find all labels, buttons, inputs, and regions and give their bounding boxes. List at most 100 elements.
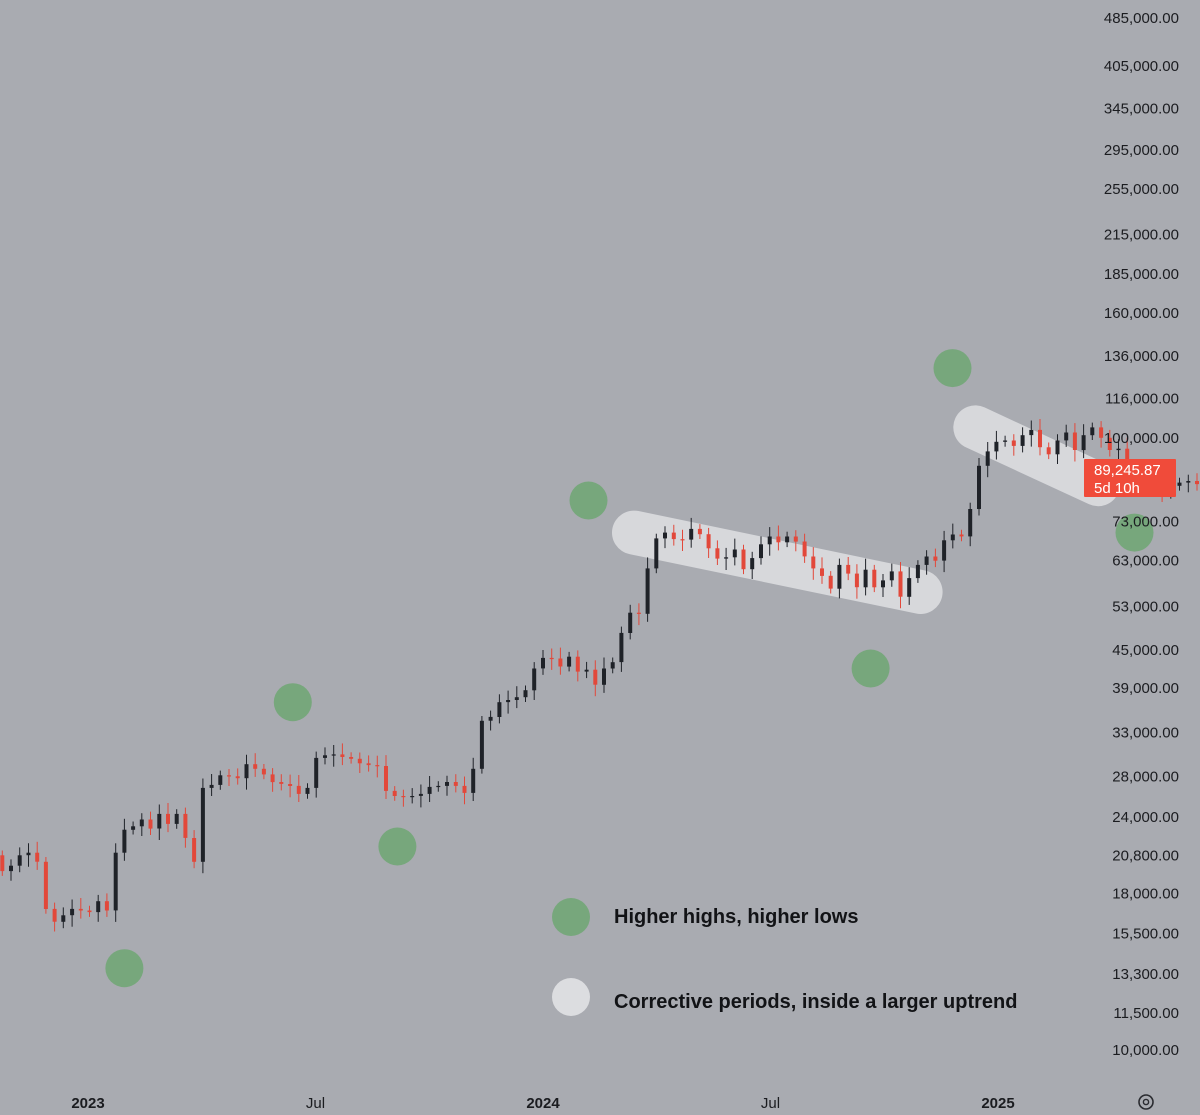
- candle: [1177, 477, 1182, 491]
- candle-body: [488, 716, 493, 721]
- candle: [139, 813, 144, 836]
- candle-body: [567, 656, 572, 667]
- candle: [715, 540, 720, 565]
- candle-body: [436, 785, 441, 788]
- candle-body: [445, 782, 449, 786]
- candle: [523, 685, 528, 702]
- candle-body: [61, 915, 66, 922]
- price-axis[interactable]: 485,000.00 405,000.00 345,000.00 295,000.00…: [1104, 10, 1179, 1059]
- candle: [0, 850, 5, 876]
- candle: [35, 841, 40, 870]
- y-tick-label: 136,000.00: [1104, 348, 1179, 365]
- last-price-countdown: 5d 10h: [1094, 480, 1140, 497]
- candle: [767, 527, 772, 556]
- candle-body: [1116, 448, 1121, 451]
- candle-body: [139, 819, 144, 827]
- candle-body: [349, 757, 354, 759]
- candle: [445, 775, 449, 796]
- candle-body: [323, 755, 327, 758]
- candle: [375, 755, 380, 778]
- candle: [87, 905, 92, 917]
- candle: [357, 752, 362, 773]
- candle-body: [610, 662, 615, 669]
- price-tag-box: [1084, 459, 1176, 497]
- candle-body: [776, 536, 781, 543]
- candle: [261, 764, 266, 780]
- candle-body: [70, 908, 75, 916]
- candle: [654, 533, 659, 574]
- candle-body: [35, 852, 40, 862]
- candle: [26, 843, 31, 867]
- x-tick-label: Jul: [761, 1095, 780, 1112]
- candle-body: [680, 539, 685, 541]
- candle-body: [785, 536, 790, 543]
- y-tick-label: 11,500.00: [1113, 1005, 1179, 1022]
- candle-body: [427, 786, 432, 794]
- time-axis[interactable]: 2023Jul2024Jul2025Jul2026Jul2027: [71, 1095, 1200, 1112]
- candle: [933, 548, 938, 568]
- candle: [750, 551, 755, 579]
- candle-body: [759, 544, 763, 559]
- candle: [166, 803, 170, 833]
- candle-body: [1064, 432, 1069, 441]
- candle: [697, 524, 702, 539]
- candle: [741, 544, 746, 575]
- candle-body: [17, 855, 22, 866]
- candle: [619, 626, 624, 672]
- candle-body: [872, 569, 877, 588]
- y-tick-label: 160,000.00: [1104, 305, 1179, 322]
- candle: [218, 770, 223, 790]
- candle: [706, 527, 711, 558]
- candle: [977, 458, 981, 516]
- y-tick-label: 24,000.00: [1112, 809, 1179, 826]
- candle-body: [462, 785, 467, 793]
- candle-body: [697, 528, 702, 535]
- candle-body: [654, 538, 659, 569]
- candle: [846, 557, 851, 581]
- y-tick-label: 28,000.00: [1112, 768, 1179, 785]
- y-tick-label: 13,300.00: [1112, 966, 1179, 983]
- y-tick-label: 255,000.00: [1104, 181, 1179, 198]
- candle: [942, 530, 947, 573]
- candle-body: [828, 575, 833, 589]
- candle-body: [514, 697, 519, 700]
- y-tick-label: 10,000.00: [1112, 1042, 1179, 1059]
- candle-body: [497, 702, 502, 717]
- candle: [680, 529, 685, 551]
- candle: [1055, 434, 1060, 464]
- candle-body: [1020, 435, 1025, 446]
- candle-body: [314, 757, 319, 788]
- candle-body: [863, 569, 868, 588]
- y-tick-label: 63,000.00: [1112, 553, 1179, 570]
- candle: [340, 743, 345, 766]
- candle-body: [1046, 447, 1051, 455]
- candle-body: [192, 838, 197, 862]
- y-tick-label: 116,000.00: [1105, 390, 1179, 407]
- candle-body: [52, 908, 57, 922]
- candle-body: [663, 532, 667, 539]
- candle-body: [985, 451, 990, 466]
- y-tick-label: 100,000.00: [1104, 430, 1179, 447]
- candle: [985, 442, 990, 478]
- candle-body: [218, 775, 223, 785]
- candle-body: [645, 568, 650, 614]
- candle-body: [331, 754, 336, 756]
- candle-body: [846, 564, 851, 574]
- candle: [898, 562, 903, 609]
- y-tick-label: 185,000.00: [1104, 266, 1179, 283]
- candle: [636, 603, 641, 626]
- candle-body: [1038, 429, 1042, 448]
- candle-body: [113, 852, 118, 911]
- y-tick-label: 15,500.00: [1112, 926, 1179, 943]
- candle: [349, 752, 354, 764]
- candle-body: [924, 556, 929, 565]
- green-markers: [105, 349, 1154, 988]
- candle: [915, 560, 920, 583]
- candle-body: [183, 813, 188, 838]
- candle-body: [157, 813, 162, 829]
- gear-icon[interactable]: [1138, 1094, 1154, 1110]
- candle-body: [802, 541, 807, 557]
- candle: [837, 558, 842, 599]
